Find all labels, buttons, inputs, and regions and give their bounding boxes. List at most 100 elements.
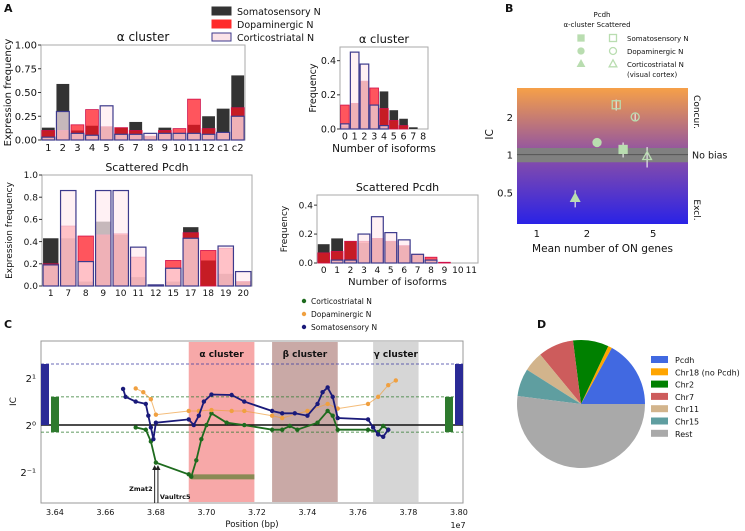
x-tick-label: 3.66: [96, 508, 114, 517]
x-tick-label: 6: [118, 143, 124, 154]
bar: [70, 132, 85, 141]
square-marker: [611, 100, 621, 110]
legend-label: Somatosensory N: [627, 35, 689, 43]
x-tick-label: 3.74: [299, 508, 317, 517]
x-tick-label: 3.72: [248, 508, 266, 517]
data-point: [151, 436, 156, 442]
legend-label: Chr7: [675, 393, 694, 402]
legend-label: Chr2: [675, 381, 694, 390]
y-tick-label: 2: [507, 113, 513, 124]
x-tick-label: 2: [60, 143, 66, 154]
x-tick-label: 3: [74, 143, 80, 154]
data-point: [148, 397, 154, 402]
x-tick-label: 10: [115, 289, 127, 299]
bar: [389, 120, 399, 130]
data-point: [189, 474, 194, 479]
chart-title: Scattered Pcdh: [105, 161, 188, 174]
square-marker: [608, 33, 618, 43]
x-tick-label: 3.78: [400, 508, 418, 517]
bar: [234, 270, 252, 287]
data-point: [325, 408, 330, 414]
y-tick-label: 0.00: [15, 136, 37, 147]
plot-frame: [316, 194, 479, 264]
data-point: [269, 413, 275, 418]
bar: [114, 133, 129, 141]
data-point: [380, 434, 386, 439]
data-point: [287, 423, 292, 429]
bar: [42, 264, 60, 287]
somatosensory-range-bar: [455, 364, 463, 426]
y-tick-label: 0.4: [321, 56, 336, 67]
y-tick-label: 1.00: [15, 41, 37, 52]
x-tick-label: 18: [203, 289, 215, 299]
x-axis-label: Number of isoforms: [332, 143, 436, 155]
y-tick-label: 0.4: [299, 201, 314, 211]
y-tick-label: 2⁰: [26, 421, 36, 432]
circle-marker: [608, 46, 618, 56]
bar: [357, 233, 371, 264]
x-tick-label: 5: [650, 229, 656, 240]
triangle-marker: [576, 59, 586, 68]
panel-label: D: [537, 318, 546, 331]
x-tick-label: 8: [420, 132, 426, 143]
x-tick-label: 3: [371, 132, 377, 143]
x-tick-label: 9: [162, 143, 168, 154]
panel-label: B: [505, 2, 513, 15]
x-tick-label: 10: [452, 266, 464, 276]
data-point: [242, 408, 247, 414]
data-point: [209, 392, 214, 397]
x-tick-label: 3.76: [349, 508, 367, 517]
legend-label: Corticostriatal N: [237, 33, 314, 44]
somatosensory-range-bar: [41, 364, 49, 426]
data-point: [305, 408, 310, 414]
data-point: [269, 408, 275, 414]
x-tick-label: 12: [150, 289, 161, 299]
panel-label: A: [4, 2, 13, 15]
data-point: [365, 427, 371, 432]
data-point: [269, 427, 275, 432]
pie-slice: [581, 347, 645, 404]
y-tick-label: 0.2: [24, 260, 38, 270]
triangle-marker: [569, 192, 581, 203]
arrowhead: [155, 464, 161, 470]
y-tick-label: 0.50: [15, 88, 37, 99]
data-point: [209, 407, 214, 413]
gene-annotation: Zmat2: [129, 485, 153, 493]
data-point: [153, 460, 159, 465]
bar: [164, 267, 182, 287]
data-point: [186, 408, 191, 414]
bar: [438, 261, 451, 264]
x-tick-label: 3.68: [147, 508, 165, 517]
pie-slice: [517, 369, 581, 404]
legend-swatch: [651, 417, 668, 425]
x-tick-label: 1: [48, 289, 54, 299]
square-marker: [618, 144, 628, 155]
data-point: [370, 425, 376, 430]
x-tick-label: 20: [238, 289, 250, 299]
legend-label: Chr15: [675, 418, 699, 427]
pie-slice: [526, 354, 581, 404]
bar: [216, 131, 231, 141]
bar: [186, 132, 202, 141]
y-tick-label: 0.8: [24, 193, 39, 203]
x-offset-label: 1e7: [450, 521, 465, 530]
x-tick-label: 9: [442, 266, 448, 276]
x-tick-label: 5: [388, 266, 394, 276]
legend-label: Dopaminergic N: [627, 48, 683, 56]
y-tick-label: 0.75: [15, 64, 37, 75]
x-tick-label: 1: [45, 143, 51, 154]
x-tick-label: 1: [352, 132, 358, 143]
legend-label: Pcdh: [675, 356, 694, 365]
data-point: [618, 142, 628, 158]
data-point: [194, 458, 199, 463]
x-tick-label: 8: [147, 143, 153, 154]
legend-label: Dopaminergic N: [311, 310, 371, 319]
y-tick-label: 0.6: [24, 216, 39, 226]
bar-chart: [38, 44, 246, 141]
legend-swatch: [651, 405, 668, 413]
legend-swatch: [651, 380, 668, 388]
data-point: [330, 394, 335, 400]
x-tick-label: c1: [217, 143, 229, 154]
bar: [330, 259, 344, 264]
bar: [349, 51, 360, 130]
